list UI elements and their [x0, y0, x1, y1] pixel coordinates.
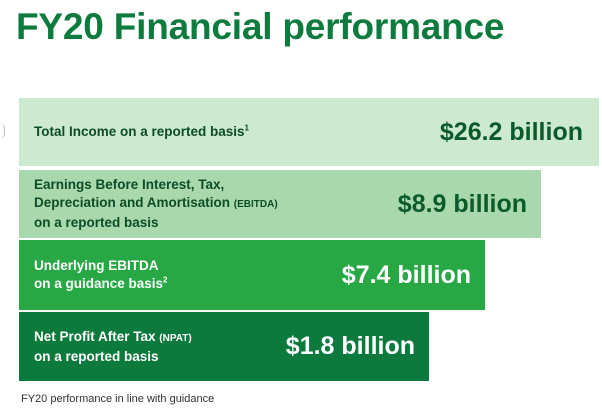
- metric-label-line: on a reported basis: [34, 348, 159, 364]
- footnote-ref: 2: [163, 275, 168, 285]
- metric-label: Total Income on a reported basis1: [19, 123, 249, 141]
- metric-value: $26.2 billion: [439, 117, 583, 146]
- metric-label-text: on a guidance basis: [34, 276, 164, 291]
- metric-label-line: Net Profit After Tax (NPAT): [34, 328, 192, 348]
- edge-marker: [0, 123, 5, 139]
- metric-label: Earnings Before Interest, Tax, Depreciat…: [19, 176, 278, 232]
- metric-label-text: Depreciation and Amortisation: [34, 195, 231, 210]
- footnote-ref: 1: [244, 123, 249, 133]
- metric-value: $7.4 billion: [341, 260, 471, 289]
- metric-label-line: Underlying EBITDA: [34, 258, 159, 273]
- metric-label: Underlying EBITDA on a guidance basis2: [19, 257, 168, 293]
- metric-label-text: Net Profit After Tax: [34, 328, 156, 344]
- metric-label-line: Depreciation and Amortisation (EBITDA): [34, 194, 278, 214]
- metric-bar-underlying-ebitda: Underlying EBITDA on a guidance basis2 $…: [19, 240, 485, 310]
- page-title: FY20 Financial performance: [16, 6, 505, 47]
- metric-label-abbrev: (NPAT): [159, 332, 192, 344]
- metric-bar-total-income: Total Income on a reported basis1 $26.2 …: [19, 98, 599, 166]
- metric-bar-ebitda: Earnings Before Interest, Tax, Depreciat…: [19, 170, 541, 238]
- metric-label-line: Total Income on a reported basis: [34, 124, 245, 139]
- metric-label: Net Profit After Tax (NPAT) on a reporte…: [19, 328, 192, 366]
- metric-label-line: on a reported basis: [34, 215, 159, 230]
- metric-value: $1.8 billion: [285, 332, 415, 360]
- metric-label-line: on a guidance basis2: [34, 275, 168, 293]
- metric-value: $8.9 billion: [397, 189, 527, 218]
- metric-label-line: Earnings Before Interest, Tax,: [34, 177, 225, 192]
- footnote: FY20 performance in line with guidance: [21, 393, 215, 405]
- metric-label-abbrev: (EBITDA): [233, 199, 278, 210]
- metric-bar-npat: Net Profit After Tax (NPAT) on a reporte…: [19, 312, 429, 381]
